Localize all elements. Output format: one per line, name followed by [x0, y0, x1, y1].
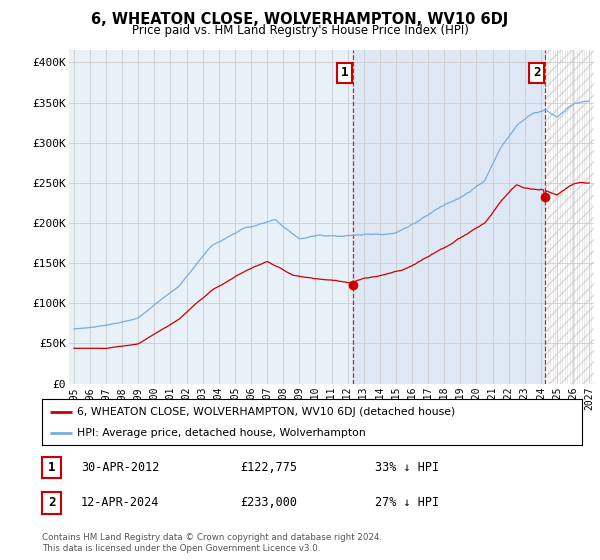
Text: 2: 2 — [48, 496, 55, 510]
Text: 6, WHEATON CLOSE, WOLVERHAMPTON, WV10 6DJ (detached house): 6, WHEATON CLOSE, WOLVERHAMPTON, WV10 6D… — [77, 407, 455, 417]
Text: 2: 2 — [533, 67, 541, 80]
Text: 12-APR-2024: 12-APR-2024 — [81, 496, 160, 510]
Text: 1: 1 — [341, 67, 348, 80]
Text: 30-APR-2012: 30-APR-2012 — [81, 461, 160, 474]
Text: HPI: Average price, detached house, Wolverhampton: HPI: Average price, detached house, Wolv… — [77, 428, 366, 438]
Text: 1: 1 — [48, 461, 55, 474]
Text: £233,000: £233,000 — [240, 496, 297, 510]
Bar — [353, 50, 545, 384]
Text: 6, WHEATON CLOSE, WOLVERHAMPTON, WV10 6DJ: 6, WHEATON CLOSE, WOLVERHAMPTON, WV10 6D… — [91, 12, 509, 27]
Text: Contains HM Land Registry data © Crown copyright and database right 2024.
This d: Contains HM Land Registry data © Crown c… — [42, 533, 382, 553]
Bar — [545, 50, 594, 384]
Bar — [545, 50, 594, 384]
Text: £122,775: £122,775 — [240, 461, 297, 474]
Text: 27% ↓ HPI: 27% ↓ HPI — [375, 496, 439, 510]
Text: 33% ↓ HPI: 33% ↓ HPI — [375, 461, 439, 474]
Text: Price paid vs. HM Land Registry's House Price Index (HPI): Price paid vs. HM Land Registry's House … — [131, 24, 469, 37]
